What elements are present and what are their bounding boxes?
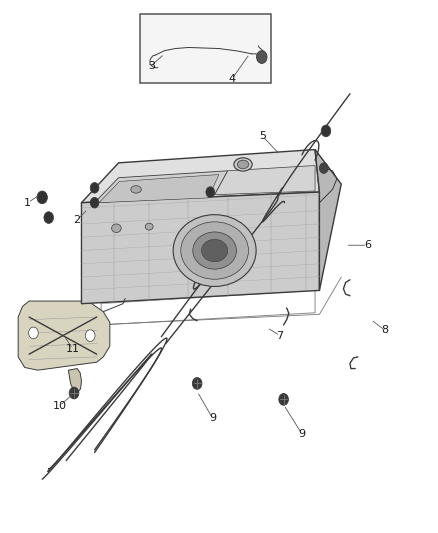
Text: 8: 8 (381, 325, 389, 335)
Polygon shape (215, 165, 315, 195)
Text: 9: 9 (298, 429, 306, 439)
Polygon shape (81, 192, 319, 304)
Ellipse shape (131, 185, 141, 193)
Ellipse shape (193, 232, 237, 269)
Text: 7: 7 (276, 330, 284, 341)
Polygon shape (99, 174, 219, 203)
Polygon shape (81, 150, 319, 203)
Text: 5: 5 (259, 131, 266, 141)
Ellipse shape (201, 239, 228, 262)
Circle shape (28, 327, 38, 339)
Text: 4: 4 (229, 74, 236, 84)
Circle shape (37, 191, 47, 204)
Text: 2: 2 (74, 215, 81, 225)
Polygon shape (315, 150, 341, 290)
Text: 3: 3 (148, 61, 155, 70)
Polygon shape (95, 171, 228, 203)
Text: 10: 10 (53, 401, 67, 411)
Ellipse shape (234, 158, 252, 171)
Text: 1: 1 (24, 198, 31, 208)
Circle shape (44, 212, 53, 223)
Circle shape (69, 387, 79, 399)
Ellipse shape (173, 215, 256, 286)
Text: 6: 6 (364, 240, 371, 250)
Ellipse shape (181, 222, 248, 279)
Circle shape (90, 182, 99, 193)
Circle shape (279, 393, 288, 405)
Ellipse shape (145, 223, 153, 230)
Polygon shape (18, 301, 110, 370)
Circle shape (192, 377, 202, 389)
Text: 11: 11 (66, 344, 80, 354)
Ellipse shape (237, 160, 249, 168)
Circle shape (85, 330, 95, 342)
Polygon shape (68, 368, 81, 393)
Circle shape (319, 163, 328, 173)
FancyBboxPatch shape (141, 14, 272, 83)
Text: 9: 9 (209, 413, 216, 423)
Circle shape (206, 187, 215, 197)
Ellipse shape (112, 224, 121, 232)
Circle shape (321, 125, 331, 137)
Circle shape (257, 51, 267, 63)
Circle shape (90, 197, 99, 208)
